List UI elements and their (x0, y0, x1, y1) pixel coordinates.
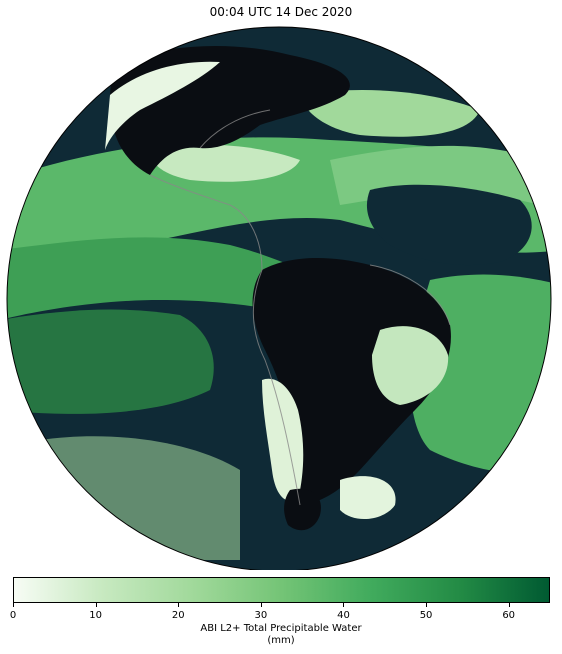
map-title: 00:04 UTC 14 Dec 2020 (209, 5, 353, 19)
colorbar-tick-4 (343, 603, 345, 607)
colorbar-tick-2 (178, 603, 180, 607)
colorbar-tick-label-0: 0 (9, 610, 17, 621)
colorbar-tick-1 (95, 603, 97, 607)
colorbar-tick-label-1: 10 (89, 610, 102, 621)
colorbar-tick-label-6: 60 (502, 610, 516, 621)
patagonia-landmass (284, 488, 321, 531)
atlantic-dry-cell (366, 184, 532, 266)
equatorial-moisture-band (7, 237, 330, 320)
andes-strip (262, 378, 304, 502)
colorbar-ticks: 0 10 20 30 40 50 60 (9, 603, 550, 623)
south-atlantic-light-strip (340, 476, 396, 520)
full-disk-map (6, 26, 552, 570)
north-atlantic-light (300, 90, 480, 137)
amazon-moist-patch (372, 326, 449, 405)
southeast-pacific-patch (7, 309, 214, 414)
colorbar-tick-5 (426, 603, 428, 607)
colorbar-tick-3 (260, 603, 262, 607)
colorbar-tick-label-2: 20 (171, 610, 185, 621)
colorbar-tick-label-3: 30 (254, 610, 268, 621)
colorbar-tick-6 (508, 603, 510, 607)
colorbar-tick-label-4: 40 (337, 610, 350, 621)
colorbar-label-title: ABI L2+ Total Precipitable Water (200, 623, 362, 634)
colorbar-tick-0 (13, 603, 14, 607)
colorbar-tick-label-5: 50 (419, 610, 433, 621)
disk-edge (6, 26, 552, 570)
colorbar-label-units: (mm) (267, 635, 295, 646)
coastlines (149, 109, 451, 506)
gulf-light (150, 144, 300, 182)
colorbar-label: ABI L2+ Total Precipitable Water (mm) (0, 623, 562, 647)
colorbar: 0 10 20 30 40 50 60 (10, 577, 550, 621)
colorbar-gradient (13, 577, 550, 603)
canada-snow (105, 61, 220, 150)
